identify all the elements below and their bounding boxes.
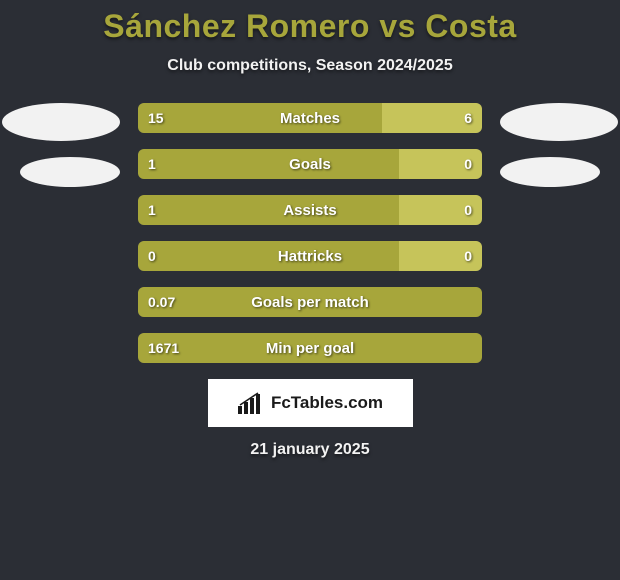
comparison-card: Sánchez Romero vs Costa Club competition… [0, 0, 620, 459]
stat-bar-left [138, 287, 482, 317]
stat-row: Goals per match0.07 [138, 287, 482, 317]
player-shadow-left [20, 157, 120, 187]
stat-row: Assists10 [138, 195, 482, 225]
stat-row: Goals10 [138, 149, 482, 179]
stat-bar-left [138, 149, 399, 179]
stat-row: Min per goal1671 [138, 333, 482, 363]
stat-bar-right [399, 149, 482, 179]
subtitle: Club competitions, Season 2024/2025 [0, 57, 620, 75]
stat-rows: Matches156 Goals10 Assists10 Hattricks00 Goa… [138, 103, 482, 363]
stat-bar-left [138, 333, 482, 363]
stat-bar-right [382, 103, 482, 133]
stat-bar-right [399, 195, 482, 225]
player-avatar-right [500, 103, 618, 141]
source-logo: FcTables.com [208, 379, 413, 427]
stat-row: Hattricks00 [138, 241, 482, 271]
logo-text: FcTables.com [271, 393, 383, 413]
stat-bar-right [399, 241, 482, 271]
page-title: Sánchez Romero vs Costa [0, 8, 620, 45]
stats-area: Matches156 Goals10 Assists10 Hattricks00 Goa… [0, 103, 620, 363]
chart-icon [237, 392, 265, 414]
player-shadow-right [500, 157, 600, 187]
stat-bar-left [138, 195, 399, 225]
stat-row: Matches156 [138, 103, 482, 133]
player-avatar-left [2, 103, 120, 141]
stat-bar-left [138, 241, 399, 271]
date-label: 21 january 2025 [0, 441, 620, 459]
stat-bar-left [138, 103, 382, 133]
